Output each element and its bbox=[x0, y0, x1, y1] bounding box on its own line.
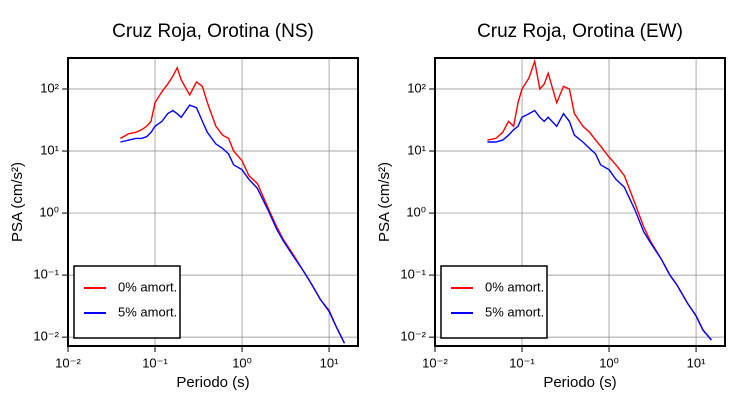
legend-box bbox=[73, 265, 181, 339]
legend-label: 5% amort. bbox=[485, 304, 544, 319]
x-tick-label: 10¹ bbox=[687, 355, 706, 370]
y-tick-label: 10⁻¹ bbox=[400, 267, 426, 282]
legend-label: 5% amort. bbox=[118, 304, 177, 319]
x-tick-label: 10¹ bbox=[320, 355, 339, 370]
chart-title: Cruz Roja, Orotina (EW) bbox=[477, 21, 683, 42]
y-tick-label: 10¹ bbox=[40, 142, 59, 157]
y-axis-label: PSA (cm/s²) bbox=[376, 162, 393, 242]
x-tick-label: 10⁻¹ bbox=[142, 355, 168, 370]
x-axis-label: Periodo (s) bbox=[543, 374, 616, 391]
x-axis-label: Periodo (s) bbox=[176, 374, 249, 391]
y-tick-label: 10¹ bbox=[407, 142, 426, 157]
x-tick-label: 10⁰ bbox=[599, 355, 619, 370]
x-tick-label: 10⁻² bbox=[422, 355, 448, 370]
y-tick-label: 10⁻² bbox=[33, 329, 59, 344]
y-axis-label: PSA (cm/s²) bbox=[9, 162, 26, 242]
x-tick-label: 10⁰ bbox=[232, 355, 252, 370]
y-tick-label: 10⁻² bbox=[400, 329, 426, 344]
data-line bbox=[487, 109, 712, 341]
chart-title: Cruz Roja, Orotina (NS) bbox=[112, 21, 314, 42]
x-tick-label: 10⁻² bbox=[55, 355, 81, 370]
y-tick-label: 10⁻¹ bbox=[33, 267, 59, 282]
data-line bbox=[120, 104, 346, 344]
legend-box bbox=[440, 265, 548, 339]
legend-label: 0% amort. bbox=[485, 279, 544, 294]
legend-label: 0% amort. bbox=[118, 279, 177, 294]
y-tick-label: 10⁰ bbox=[406, 205, 426, 220]
y-tick-label: 10⁰ bbox=[39, 205, 59, 220]
x-tick-label: 10⁻¹ bbox=[509, 355, 535, 370]
y-tick-label: 10² bbox=[407, 80, 426, 95]
y-tick-label: 10² bbox=[40, 80, 59, 95]
plot-frame bbox=[67, 57, 359, 347]
plot-frame bbox=[434, 57, 726, 347]
